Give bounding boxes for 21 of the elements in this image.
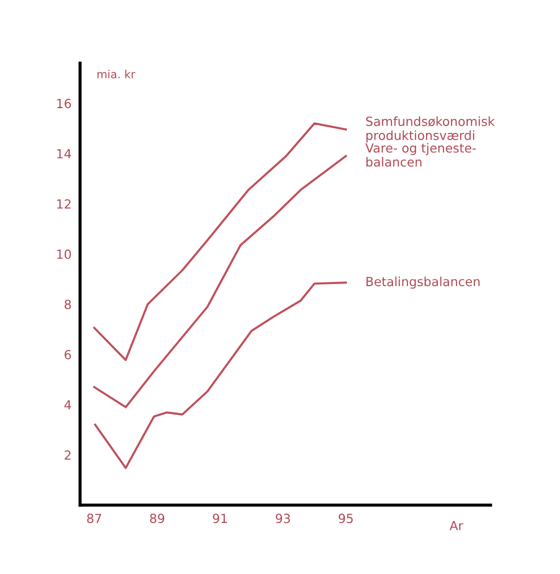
x-axis-title: Ar bbox=[450, 520, 464, 530]
x-tick-label: 89 bbox=[150, 514, 164, 524]
y-tick-label: 4 bbox=[64, 400, 72, 410]
x-tick-label: 93 bbox=[276, 514, 290, 524]
x-tick-label: 87 bbox=[87, 514, 102, 524]
y-tick-label: 16 bbox=[57, 98, 71, 108]
y-tick-label: 10 bbox=[57, 249, 71, 259]
series-label: Vare- og tjeneste- balancen bbox=[365, 143, 476, 167]
y-axis-title: mia. kr bbox=[98, 70, 136, 78]
y-tick-label: 14 bbox=[57, 149, 72, 158]
y-tick-label: 12 bbox=[57, 199, 70, 209]
series-label: Betalingsbalancen bbox=[366, 276, 480, 289]
line-series bbox=[94, 282, 347, 469]
series-label: Samfundsøkonomisk produktionsværdi bbox=[366, 116, 495, 142]
line-series bbox=[93, 155, 347, 408]
x-tick-label: 95 bbox=[338, 514, 353, 524]
y-tick-label: 2 bbox=[64, 450, 70, 460]
y-tick-label: 6 bbox=[64, 350, 71, 360]
x-tick-label: 91 bbox=[212, 514, 227, 524]
y-tick-label: 8 bbox=[64, 300, 71, 310]
line-series bbox=[93, 122, 347, 362]
